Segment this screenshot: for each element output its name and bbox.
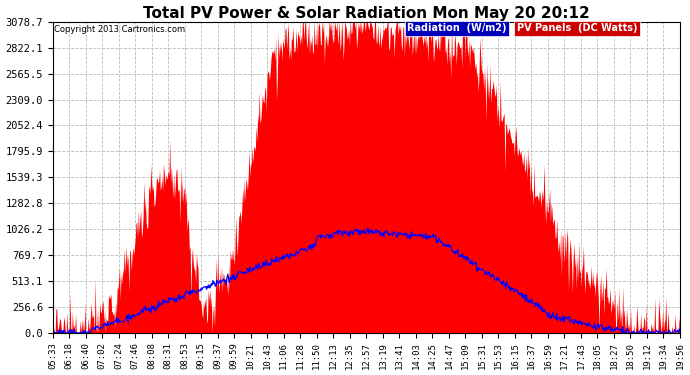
Text: Radiation  (W/m2): Radiation (W/m2)	[407, 23, 506, 33]
Text: PV Panels  (DC Watts): PV Panels (DC Watts)	[517, 23, 638, 33]
Text: Copyright 2013 Cartronics.com: Copyright 2013 Cartronics.com	[54, 25, 185, 34]
Title: Total PV Power & Solar Radiation Mon May 20 20:12: Total PV Power & Solar Radiation Mon May…	[143, 6, 590, 21]
